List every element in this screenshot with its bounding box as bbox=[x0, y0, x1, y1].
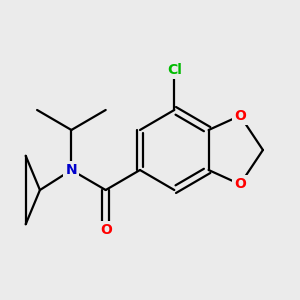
Text: N: N bbox=[66, 163, 77, 177]
Text: Cl: Cl bbox=[167, 63, 182, 77]
Text: O: O bbox=[100, 223, 112, 237]
Text: O: O bbox=[234, 177, 246, 191]
Text: O: O bbox=[234, 109, 246, 123]
